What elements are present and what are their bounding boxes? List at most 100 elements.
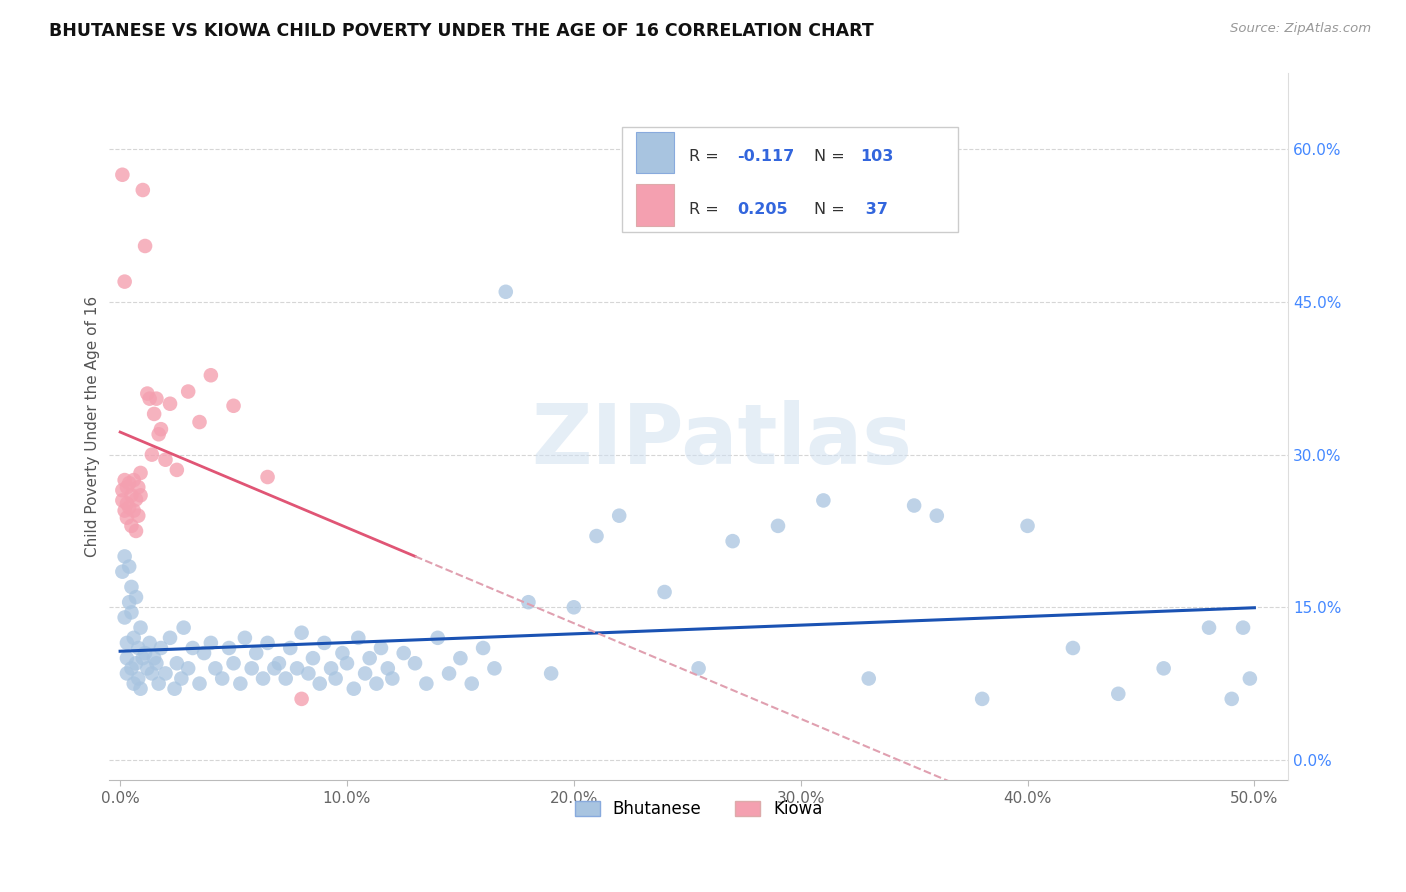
Point <box>118 595 141 609</box>
Point <box>132 183 155 197</box>
Point <box>111 565 134 579</box>
Point <box>120 580 142 594</box>
Point <box>343 681 366 696</box>
Text: -0.117: -0.117 <box>738 149 794 164</box>
Point <box>200 636 222 650</box>
Point <box>291 692 314 706</box>
Point <box>495 285 517 299</box>
Point <box>222 399 245 413</box>
Point <box>136 386 159 401</box>
Point <box>377 661 399 675</box>
Point <box>122 676 145 690</box>
Point <box>204 661 226 675</box>
Point <box>134 646 156 660</box>
Point <box>1062 640 1084 655</box>
Point <box>256 470 278 484</box>
Point <box>155 452 177 467</box>
Point <box>115 636 138 650</box>
Point <box>114 610 136 624</box>
Point <box>858 672 880 686</box>
Point <box>122 473 145 487</box>
Point <box>325 672 347 686</box>
Point <box>127 640 149 655</box>
Point <box>688 661 710 675</box>
Point <box>354 666 377 681</box>
Point <box>114 549 136 564</box>
FancyBboxPatch shape <box>636 185 673 226</box>
Point <box>166 463 188 477</box>
Point <box>111 493 134 508</box>
Point <box>136 661 159 675</box>
Point <box>138 392 160 406</box>
Point <box>252 672 274 686</box>
Point <box>125 590 148 604</box>
Point <box>415 676 437 690</box>
Point <box>159 397 181 411</box>
Point <box>173 621 195 635</box>
Point <box>115 480 138 494</box>
Point <box>256 636 278 650</box>
Point <box>302 651 325 665</box>
Point <box>177 384 200 399</box>
Text: R =: R = <box>689 202 724 217</box>
Point <box>263 661 285 675</box>
Point <box>111 483 134 498</box>
Point <box>461 676 484 690</box>
Point <box>125 657 148 671</box>
Text: R =: R = <box>689 149 724 164</box>
Point <box>1239 672 1261 686</box>
Point <box>278 640 301 655</box>
Point <box>332 646 354 660</box>
Point <box>127 672 149 686</box>
Point <box>218 640 240 655</box>
Text: BHUTANESE VS KIOWA CHILD POVERTY UNDER THE AGE OF 16 CORRELATION CHART: BHUTANESE VS KIOWA CHILD POVERTY UNDER T… <box>49 22 875 40</box>
Point <box>449 651 471 665</box>
Point <box>122 503 145 517</box>
Point <box>540 666 562 681</box>
Point <box>392 646 415 660</box>
Point <box>404 657 426 671</box>
Point <box>129 488 152 502</box>
Point <box>240 661 263 675</box>
Point <box>245 646 267 660</box>
Point <box>517 595 540 609</box>
Point <box>472 640 495 655</box>
Point <box>297 666 319 681</box>
Point <box>141 666 163 681</box>
Point <box>120 488 142 502</box>
Text: 37: 37 <box>860 202 889 217</box>
Point <box>181 640 204 655</box>
Point <box>120 661 142 675</box>
Point <box>188 415 211 429</box>
Point <box>285 661 308 675</box>
Point <box>370 640 392 655</box>
Point <box>132 651 155 665</box>
Point <box>115 496 138 510</box>
Point <box>115 666 138 681</box>
Point <box>138 636 160 650</box>
Point <box>211 672 233 686</box>
Point <box>1220 692 1243 706</box>
Point <box>1017 519 1039 533</box>
Point <box>233 631 256 645</box>
Point <box>115 651 138 665</box>
Y-axis label: Child Poverty Under the Age of 16: Child Poverty Under the Age of 16 <box>86 296 100 558</box>
Point <box>1153 661 1175 675</box>
Point <box>585 529 607 543</box>
Point <box>336 657 359 671</box>
Point <box>118 559 141 574</box>
Point <box>1107 687 1129 701</box>
Point <box>654 585 676 599</box>
Point <box>607 508 630 523</box>
FancyBboxPatch shape <box>621 128 957 232</box>
Point <box>267 657 290 671</box>
Point <box>127 480 149 494</box>
Point <box>129 621 152 635</box>
Point <box>120 519 142 533</box>
Point <box>319 661 342 675</box>
Point <box>129 681 152 696</box>
Point <box>972 692 994 706</box>
Point <box>1198 621 1220 635</box>
Point <box>308 676 330 690</box>
Point <box>148 676 170 690</box>
